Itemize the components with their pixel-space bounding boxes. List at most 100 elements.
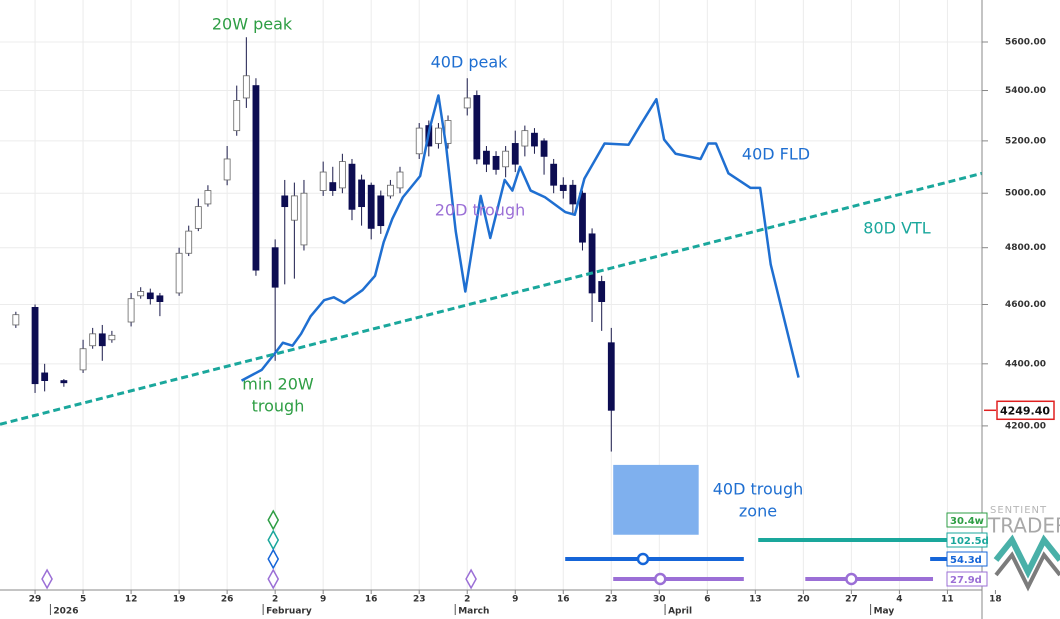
cycle-diamond (267, 568, 280, 590)
x-tick-label: 9 (320, 595, 326, 605)
x-tick-label: 2 (464, 595, 470, 605)
month-tick-label: February (266, 607, 312, 617)
candle-body (511, 143, 519, 165)
candle-body (588, 233, 596, 294)
candle-body (502, 150, 510, 168)
annotation: trough (252, 397, 305, 416)
candle-body (127, 298, 135, 323)
x-tick-label: 18 (989, 595, 1002, 605)
candle-body (607, 342, 615, 411)
logo-mark-shadow (994, 551, 1060, 592)
y-tick-label: 5600.00 (1005, 37, 1046, 47)
candle-body (415, 127, 423, 155)
x-tick-label: 5 (80, 595, 86, 605)
month-tick-label: April (668, 607, 692, 617)
candle-body (521, 130, 529, 147)
candle-body (358, 179, 365, 208)
month-tick-label: 2026 (53, 607, 78, 617)
candle-body (319, 171, 327, 191)
cycle-label: 102.5d (950, 536, 989, 547)
candle-body (348, 163, 356, 210)
candle-body (338, 161, 346, 189)
candle-body (146, 292, 154, 300)
annotation: 40D trough (713, 480, 804, 499)
annotation: 20D trough (435, 201, 526, 220)
candle-body (204, 190, 212, 205)
candle-body (233, 100, 241, 132)
candle-body (531, 132, 538, 147)
candle-body (175, 252, 183, 294)
x-tick-label: 6 (704, 595, 710, 605)
x-tick-label: 27 (845, 595, 858, 605)
x-tick-label: 4 (896, 595, 902, 605)
cycle-diamond (41, 568, 53, 590)
y-tick-label: 5400.00 (1005, 86, 1046, 96)
y-tick-label: 4800.00 (1005, 243, 1046, 253)
candle-body (79, 348, 87, 371)
y-tick-label: 4200.00 (1005, 421, 1046, 431)
y-tick-label: 4600.00 (1005, 300, 1046, 310)
axes: 5600.00 5400.00 5200.00 5000.00 4800.00 4600.… (29, 37, 1055, 617)
y-tick-label: 5200.00 (1005, 136, 1046, 146)
cycles: 30.4w 102.5d 54.3d 27.9d (41, 509, 989, 590)
candle-body (242, 75, 250, 99)
annotation: 40D peak (431, 53, 509, 72)
candle-body (156, 295, 164, 302)
candle-body (435, 127, 442, 144)
cycle-center (636, 552, 650, 566)
logo-line2: TRADER (987, 514, 1060, 538)
candle-body (579, 192, 586, 243)
logo-mark (993, 534, 1060, 579)
logo: SENTIENT TRADER (987, 505, 1060, 592)
x-tick-label: 9 (512, 595, 518, 605)
candle-body (463, 97, 471, 109)
x-tick-label: 11 (941, 595, 954, 605)
fld-line (240, 94, 800, 382)
candle-body (60, 380, 68, 384)
x-tick-label: 16 (557, 595, 570, 605)
x-tick-label: 23 (605, 595, 618, 605)
cycle-center (654, 572, 667, 586)
cycle-center (845, 572, 858, 586)
vtl-line (0, 171, 982, 426)
x-tick-label: 2 (272, 595, 278, 605)
logo-line1: SENTIENT (990, 505, 1047, 516)
x-tick-label: 16 (365, 595, 378, 605)
x-tick-label: 20 (797, 595, 810, 605)
candle-body (223, 158, 231, 181)
candle-body (559, 184, 567, 191)
x-tick-label: 26 (221, 595, 234, 605)
candle-body (271, 247, 279, 288)
candle-body (12, 314, 20, 326)
cycle-diamond (267, 548, 280, 570)
candle-body (108, 334, 116, 341)
plot-area (0, 37, 982, 535)
candle-body (281, 195, 289, 208)
x-tick-label: 23 (413, 595, 426, 605)
candle-body (569, 184, 577, 205)
candle-body (137, 291, 145, 297)
candle-body (540, 140, 548, 157)
candle-body (483, 150, 490, 165)
candle-body (598, 281, 606, 302)
x-tick-label: 29 (29, 595, 42, 605)
candle-body (252, 85, 260, 271)
annotation: zone (739, 502, 777, 521)
annotation: 40D FLD (742, 145, 810, 164)
candle-body (98, 333, 106, 347)
candle-body (300, 192, 308, 246)
candle-body (386, 184, 394, 197)
candle-body (185, 230, 193, 254)
candle-body (41, 372, 49, 381)
candle-body (290, 195, 298, 221)
candle-body (473, 95, 481, 160)
cycle-label-box (946, 532, 988, 548)
cycle-label: 30.4w (950, 516, 984, 527)
x-tick-label: 12 (125, 595, 138, 605)
month-tick-label: May (874, 607, 895, 617)
candle-body (367, 184, 375, 229)
candle-body (492, 155, 500, 170)
x-tick-label: 30 (653, 595, 666, 605)
